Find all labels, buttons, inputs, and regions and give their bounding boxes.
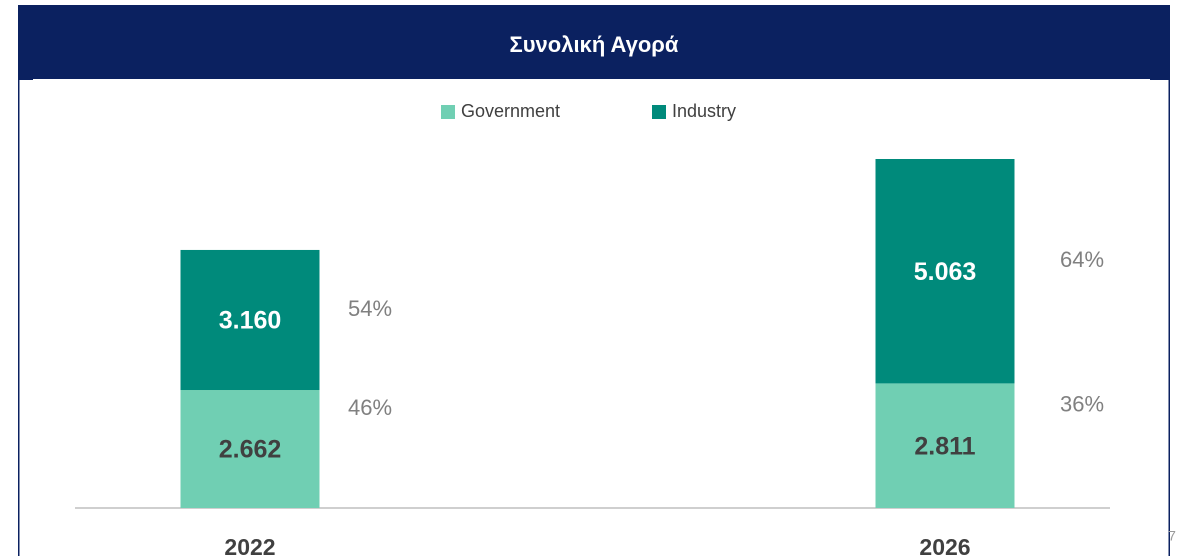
share-label: 64% xyxy=(1060,247,1104,272)
value-label: 2.662 xyxy=(219,436,282,464)
header-bar xyxy=(18,5,1170,80)
frame-right xyxy=(1168,80,1170,556)
frame-left xyxy=(18,80,20,556)
legend-label: Government xyxy=(461,101,560,121)
bar-segment xyxy=(875,383,1015,508)
legend-swatch xyxy=(652,105,666,119)
bar-segment xyxy=(180,249,320,391)
legend-swatch xyxy=(441,105,455,119)
share-label: 36% xyxy=(1060,392,1104,417)
legend-label: Industry xyxy=(672,101,736,121)
x-tick-label: 2026 xyxy=(919,534,970,556)
value-label: 5.063 xyxy=(914,258,977,286)
x-tick-label: 2022 xyxy=(224,534,275,556)
share-label: 54% xyxy=(348,296,392,321)
bar-segment xyxy=(875,159,1015,384)
page-number: 7 xyxy=(1168,528,1176,544)
bar-segment xyxy=(180,390,320,508)
chart-title: Συνολική Αγορά xyxy=(510,32,679,57)
share-label: 46% xyxy=(348,395,392,420)
value-label: 2.811 xyxy=(914,432,975,460)
value-label: 3.160 xyxy=(219,307,282,335)
